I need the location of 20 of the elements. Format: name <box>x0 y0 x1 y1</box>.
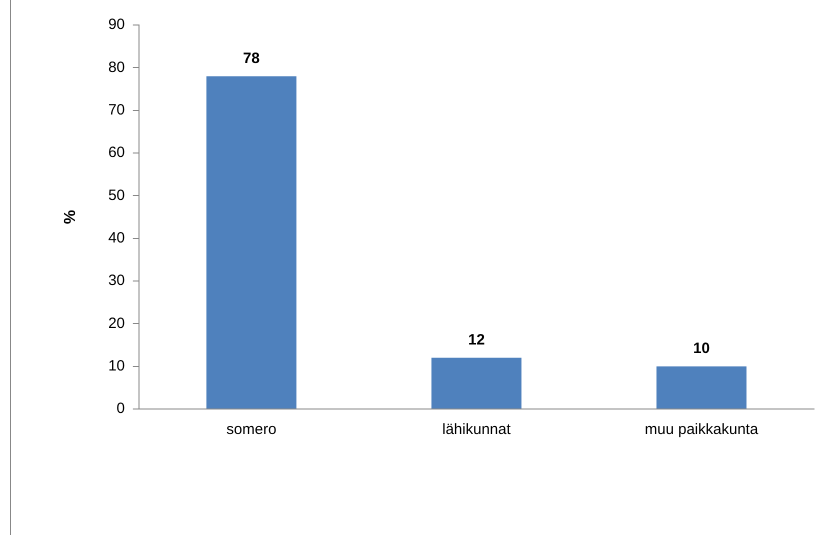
data-label: 78 <box>243 50 260 67</box>
y-axis-title: % <box>62 210 80 224</box>
y-tick-label: 90 <box>108 16 125 34</box>
y-tick-label: 50 <box>108 186 125 204</box>
x-tick-label: muu paikkakunta <box>644 421 759 438</box>
bar <box>431 358 522 408</box>
x-tick-label: somero <box>226 421 276 438</box>
data-label: 12 <box>468 331 485 348</box>
x-tick-label: lähikunnat <box>442 421 512 438</box>
data-label: 10 <box>693 340 710 357</box>
bar <box>656 366 746 408</box>
y-tick-label: 0 <box>116 400 125 418</box>
bar <box>206 76 296 408</box>
y-tick-label: 10 <box>108 357 125 374</box>
y-tick-label: 20 <box>108 314 125 332</box>
y-tick-label: 30 <box>108 272 125 290</box>
y-tick-label: 70 <box>108 101 125 118</box>
y-tick-label: 80 <box>108 58 125 76</box>
y-tick-label: 40 <box>108 229 125 246</box>
y-tick-label: 60 <box>108 144 125 162</box>
